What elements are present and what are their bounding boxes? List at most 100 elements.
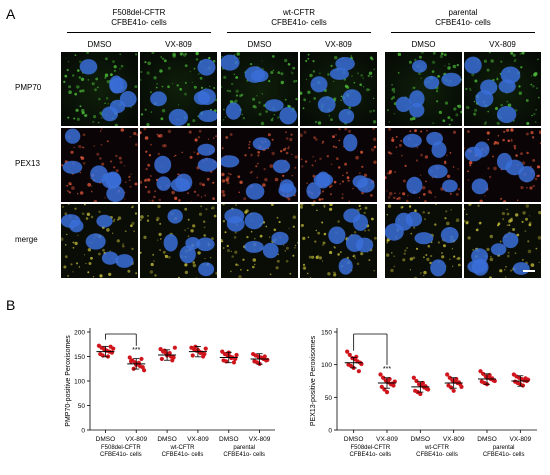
- peroxisome-signal: [200, 205, 202, 208]
- peroxisome-signal: [244, 210, 247, 214]
- cell-field: [385, 204, 461, 278]
- pex13-scatter-chart: PEX13-positive Peroxisomes 0 50 100 150 DMSO V…: [310, 328, 537, 458]
- peroxisome-signal: [193, 85, 197, 89]
- peroxisome-signal: [222, 119, 225, 121]
- peroxisome-signal: [367, 229, 370, 232]
- peroxisome-signal: [74, 54, 77, 56]
- peroxisome-signal: [333, 246, 336, 249]
- peroxisome-signal: [373, 270, 375, 272]
- peroxisome-signal: [113, 166, 116, 169]
- data-point: [190, 353, 195, 358]
- peroxisome-signal: [504, 269, 506, 271]
- peroxisome-signal: [538, 96, 540, 99]
- peroxisome-signal: [107, 103, 109, 105]
- nucleus: [271, 231, 289, 246]
- peroxisome-signal: [452, 130, 457, 134]
- peroxisome-signal: [195, 52, 199, 56]
- peroxisome-signal: [404, 249, 407, 252]
- peroxisome-signal: [534, 177, 538, 181]
- peroxisome-signal: [237, 175, 241, 178]
- peroxisome-signal: [146, 219, 150, 222]
- peroxisome-signal: [144, 136, 149, 140]
- peroxisome-signal: [432, 60, 436, 64]
- peroxisome-signal: [284, 98, 287, 101]
- peroxisome-signal: [514, 58, 517, 61]
- peroxisome-signal: [534, 121, 537, 123]
- peroxisome-signal: [151, 199, 154, 202]
- x-tick-label: VX-809: [249, 436, 271, 443]
- peroxisome-signal: [443, 53, 447, 57]
- peroxisome-signal: [290, 133, 293, 136]
- peroxisome-signal: [391, 136, 394, 139]
- peroxisome-signal: [345, 171, 349, 174]
- peroxisome-signal: [119, 67, 121, 70]
- nucleus: [197, 158, 217, 172]
- peroxisome-signal: [456, 64, 459, 67]
- peroxisome-signal: [161, 85, 164, 88]
- peroxisome-signal: [526, 122, 530, 125]
- peroxisome-signal: [187, 218, 190, 221]
- nucleus: [175, 173, 193, 192]
- x-tick-label: DMSO: [344, 436, 364, 443]
- peroxisome-signal: [340, 99, 342, 101]
- nucleus: [402, 133, 422, 148]
- nucleus: [355, 237, 374, 253]
- peroxisome-signal: [135, 143, 138, 146]
- micrograph-pmp70: [140, 52, 217, 126]
- peroxisome-signal: [135, 53, 138, 56]
- peroxisome-signal: [295, 80, 298, 82]
- peroxisome-signal: [338, 128, 341, 131]
- peroxisome-signal: [213, 214, 217, 218]
- peroxisome-signal: [529, 215, 531, 217]
- peroxisome-signal: [515, 213, 519, 217]
- peroxisome-signal: [490, 256, 492, 258]
- peroxisome-signal: [532, 184, 536, 188]
- peroxisome-signal: [66, 233, 68, 236]
- peroxisome-signal: [364, 206, 368, 210]
- peroxisome-signal: [147, 163, 151, 167]
- peroxisome-signal: [269, 273, 272, 276]
- peroxisome-signal: [300, 91, 303, 95]
- peroxisome-signal: [71, 186, 75, 190]
- peroxisome-signal: [264, 178, 268, 182]
- peroxisome-signal: [115, 169, 119, 173]
- nucleus: [471, 258, 489, 276]
- peroxisome-signal: [388, 121, 390, 123]
- peroxisome-signal: [234, 250, 238, 254]
- group-label-line1: parental: [233, 445, 255, 451]
- peroxisome-signal: [97, 121, 100, 124]
- nucleus: [245, 183, 265, 200]
- peroxisome-signal: [307, 53, 310, 56]
- peroxisome-signal: [353, 81, 356, 84]
- peroxisome-signal: [330, 163, 333, 166]
- peroxisome-signal: [414, 209, 417, 212]
- column-label: VX-809: [489, 40, 516, 49]
- peroxisome-signal: [147, 61, 151, 66]
- peroxisome-signal: [223, 75, 227, 79]
- peroxisome-signal: [144, 179, 147, 182]
- peroxisome-signal: [222, 220, 226, 223]
- peroxisome-signal: [231, 82, 234, 86]
- peroxisome-signal: [522, 211, 526, 215]
- peroxisome-signal: [430, 254, 433, 258]
- peroxisome-signal: [112, 60, 115, 63]
- group-title: F508del-CFTR CFBE41o- cells: [61, 8, 217, 28]
- peroxisome-signal: [418, 196, 421, 199]
- peroxisome-signal: [312, 156, 314, 158]
- peroxisome-signal: [323, 232, 327, 236]
- peroxisome-signal: [90, 185, 93, 187]
- peroxisome-signal: [301, 224, 304, 227]
- peroxisome-signal: [159, 249, 161, 251]
- peroxisome-signal: [212, 197, 215, 200]
- peroxisome-signal: [344, 162, 347, 166]
- peroxisome-signal: [159, 133, 163, 138]
- peroxisome-signal: [211, 207, 213, 209]
- peroxisome-signal: [497, 135, 500, 137]
- peroxisome-signal: [420, 130, 423, 133]
- peroxisome-signal: [92, 120, 95, 123]
- peroxisome-signal: [259, 234, 263, 238]
- peroxisome-signal: [399, 192, 401, 194]
- nucleus: [101, 251, 119, 265]
- peroxisome-signal: [110, 73, 113, 76]
- peroxisome-signal: [337, 253, 340, 256]
